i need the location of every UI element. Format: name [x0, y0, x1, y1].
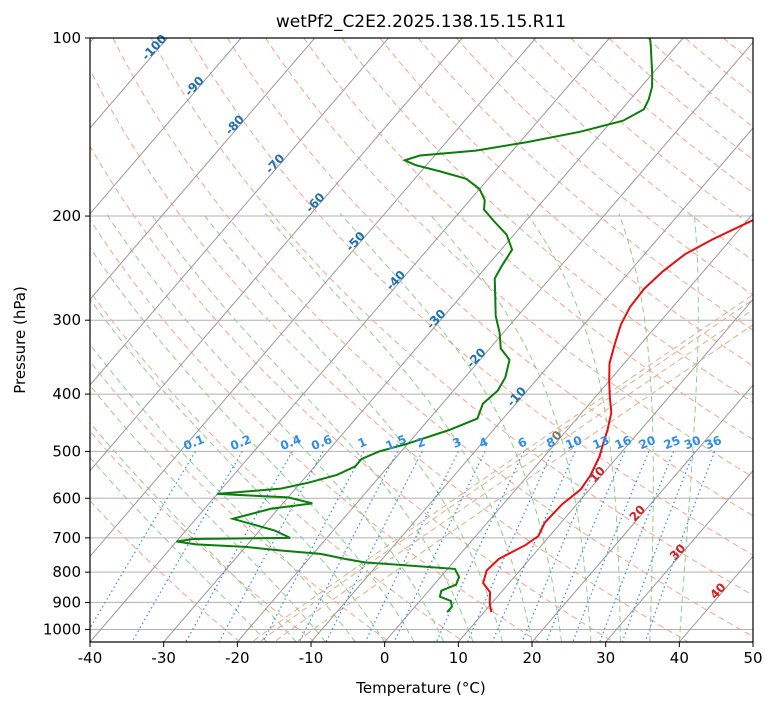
- y-tick-label: 200: [52, 207, 81, 225]
- x-tick-label: -30: [151, 649, 176, 667]
- mixing-ratio-line: [262, 451, 365, 642]
- dry-adiabat-line: [226, 38, 753, 517]
- dry-adiabat-line: [90, 290, 465, 642]
- mixing-ratio-line: [572, 451, 650, 642]
- moist-adiabat-line: [90, 456, 268, 642]
- dry-adiabat-line: [90, 430, 315, 642]
- y-tick-label: 300: [52, 311, 81, 329]
- mixing-ratio-label: 25: [662, 433, 683, 452]
- y-tick-label: 700: [52, 529, 81, 547]
- mixing-ratio-line: [491, 451, 576, 642]
- isotherm-line: [90, 38, 242, 215]
- moist-adiabat-line: [202, 213, 504, 642]
- dendritic-band-line: [259, 299, 753, 642]
- y-tick-label: 1000: [43, 620, 81, 638]
- isotherm-line: [310, 127, 753, 642]
- dry-adiabat-line: [570, 38, 753, 194]
- y-tick-label: 800: [52, 563, 81, 581]
- isotherm-line: [531, 384, 753, 642]
- dry-adiabat-line: [303, 38, 753, 440]
- dry-adiabat-line: [455, 38, 753, 296]
- moist-adiabat-line: [150, 213, 474, 642]
- mixing-ratio-label: 36: [703, 433, 724, 452]
- mixing-ratio-label: 20: [637, 433, 658, 452]
- dry-adiabat-line: [90, 145, 614, 642]
- dry-adiabat-line: [112, 38, 753, 638]
- plot-background: [90, 38, 753, 642]
- dry-adiabat-line: [150, 38, 753, 596]
- x-tick-label: 30: [596, 649, 615, 667]
- moist-adiabat-line: [428, 213, 592, 642]
- isotherm-line: [90, 38, 537, 558]
- mixing-ratio-line: [393, 451, 486, 642]
- mixing-ratio-line: [466, 451, 553, 642]
- dry-adiabat-line: [494, 38, 753, 262]
- mixing-ratio-label: 10: [563, 433, 584, 452]
- dendritic-band-line: [273, 309, 753, 642]
- x-axis-label: Temperature (°C): [355, 679, 485, 697]
- dry-adiabat-line: [608, 38, 753, 161]
- isotherm-line: [605, 469, 753, 642]
- isotherm-line: [384, 212, 753, 642]
- moist-adiabat-line: [526, 213, 621, 642]
- dry-adiabat-line: [90, 68, 689, 642]
- x-tick-label: 50: [743, 649, 762, 667]
- y-tick-label: 900: [52, 593, 81, 611]
- chart-title: wetPf2_C2E2.2025.138.15.15.R11: [276, 12, 566, 32]
- dewpoint-profile-line: [176, 38, 654, 613]
- dendritic-band-line: [295, 324, 753, 642]
- isotherm-line: [236, 41, 753, 642]
- moist-adiabat-line: [90, 246, 415, 642]
- mixing-ratio-label: 13: [591, 433, 612, 452]
- dry-adiabat-line: [188, 38, 753, 556]
- mixing-ratio-line: [521, 451, 604, 642]
- mixing-ratio-line: [545, 451, 626, 642]
- moist-adiabat-line: [618, 213, 654, 642]
- isotherm-line: [90, 38, 316, 301]
- x-tick-label: -20: [225, 649, 250, 667]
- mixing-ratio-line: [90, 451, 196, 630]
- plot-frame: [89, 37, 754, 643]
- moist-adiabat-line: [90, 422, 297, 642]
- x-tick-label: 0: [380, 649, 390, 667]
- x-tick-label: -10: [299, 649, 324, 667]
- isotherm-line: [90, 38, 463, 472]
- y-tick-label: 400: [52, 385, 81, 403]
- dry-adiabat-line: [341, 38, 753, 403]
- temperature-profile-line: [482, 219, 753, 613]
- mixing-ratio-label: 30: [682, 433, 703, 452]
- moist-adiabat-line: [90, 384, 327, 642]
- x-tick-label: 40: [670, 649, 689, 667]
- dry-adiabat-line: [379, 38, 753, 367]
- mixing-ratio-line: [131, 451, 243, 642]
- mixing-ratio-line: [364, 451, 459, 642]
- x-tick-label: 10: [449, 649, 468, 667]
- axis-ticks: -40 -30 -20 -10 0 10 20 30 40 50 100 200 300 400 500 60…: [43, 29, 763, 667]
- mixing-ratio-label: 16: [613, 433, 634, 452]
- x-tick-label: 20: [522, 649, 541, 667]
- isotherm-line: [163, 38, 684, 642]
- dry-adiabat-line: [90, 218, 540, 642]
- y-tick-label: 500: [52, 442, 81, 460]
- moist-adiabat-line: [678, 213, 699, 642]
- isotherm-line: [457, 298, 753, 642]
- dendritic-band-line: [251, 294, 753, 642]
- y-axis-label: Pressure (hPa): [11, 286, 29, 394]
- x-tick-label: -40: [78, 649, 103, 667]
- y-tick-label: 100: [52, 29, 81, 47]
- chart-lines: [90, 38, 753, 642]
- moist-adiabat-line: [339, 213, 562, 642]
- isotherm-line: [90, 38, 389, 386]
- y-tick-label: 600: [52, 489, 81, 507]
- moist-adiabat-line: [105, 213, 445, 642]
